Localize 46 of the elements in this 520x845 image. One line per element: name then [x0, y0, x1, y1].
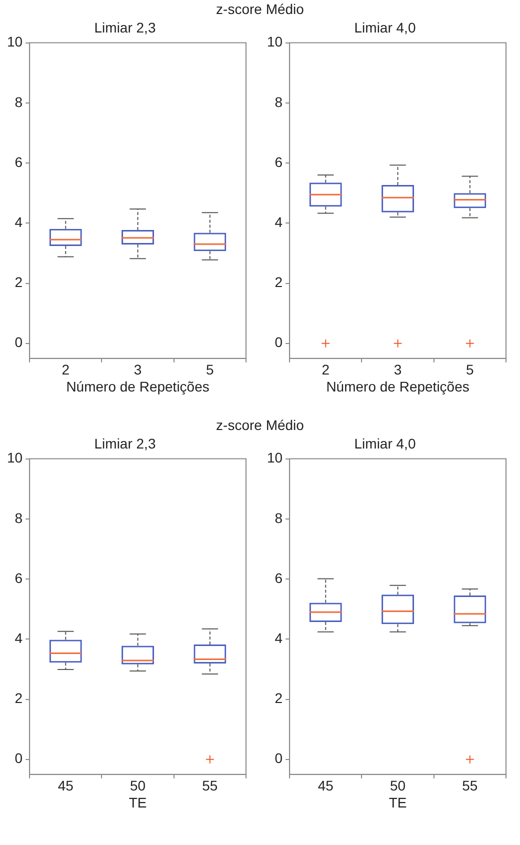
- y-tick-label: 2: [274, 690, 283, 706]
- y-tick-label: 10: [266, 450, 283, 466]
- chart-subtitle: Limiar 2,3: [94, 19, 156, 36]
- x-axis-title: Número de Repetições: [326, 378, 470, 394]
- x-tick-label: 45: [318, 778, 334, 794]
- y-tick-label: 6: [274, 570, 283, 586]
- y-tick-label: 10: [266, 34, 283, 50]
- y-tick-label: 0: [274, 334, 283, 350]
- y-tick-label: 4: [274, 630, 283, 646]
- y-tick-label: 4: [274, 214, 283, 230]
- x-tick-label: 2: [322, 362, 330, 378]
- y-tick-label: 0: [14, 334, 23, 350]
- chart-title: z-score Médio: [215, 0, 305, 18]
- x-axis-title: TE: [388, 794, 407, 810]
- y-tick-label: 10: [6, 34, 23, 50]
- x-tick-label: 45: [58, 778, 74, 794]
- chart-subtitle: Limiar 4,0: [354, 19, 416, 36]
- y-tick-label: 4: [14, 630, 23, 646]
- y-tick-label: 2: [14, 690, 23, 706]
- x-axis-title: Número de Repetições: [66, 378, 210, 394]
- y-tick-label: 2: [274, 274, 283, 290]
- y-tick-label: 10: [6, 450, 23, 466]
- y-tick-label: 6: [274, 154, 283, 170]
- y-tick-label: 2: [14, 274, 23, 290]
- x-tick-label: 5: [206, 362, 214, 378]
- y-tick-label: 6: [14, 154, 23, 170]
- y-tick-label: 0: [14, 750, 23, 766]
- chart-title: z-score Médio: [215, 416, 305, 434]
- y-tick-label: 6: [14, 570, 23, 586]
- x-tick-label: 55: [462, 778, 478, 794]
- x-tick-label: 3: [134, 362, 142, 378]
- y-tick-label: 8: [14, 94, 23, 110]
- y-tick-label: 8: [274, 94, 283, 110]
- x-tick-label: 50: [390, 778, 406, 794]
- x-tick-label: 3: [394, 362, 402, 378]
- x-tick-label: 2: [62, 362, 70, 378]
- x-tick-label: 50: [130, 778, 146, 794]
- x-tick-label: 5: [466, 362, 474, 378]
- y-tick-label: 8: [14, 510, 23, 526]
- y-tick-label: 8: [274, 510, 283, 526]
- x-axis-title: TE: [128, 794, 147, 810]
- chart-subtitle: Limiar 2,3: [94, 435, 156, 452]
- chart-subtitle: Limiar 4,0: [354, 435, 416, 452]
- y-tick-label: 0: [274, 750, 283, 766]
- x-tick-label: 55: [202, 778, 218, 794]
- y-tick-label: 4: [14, 214, 23, 230]
